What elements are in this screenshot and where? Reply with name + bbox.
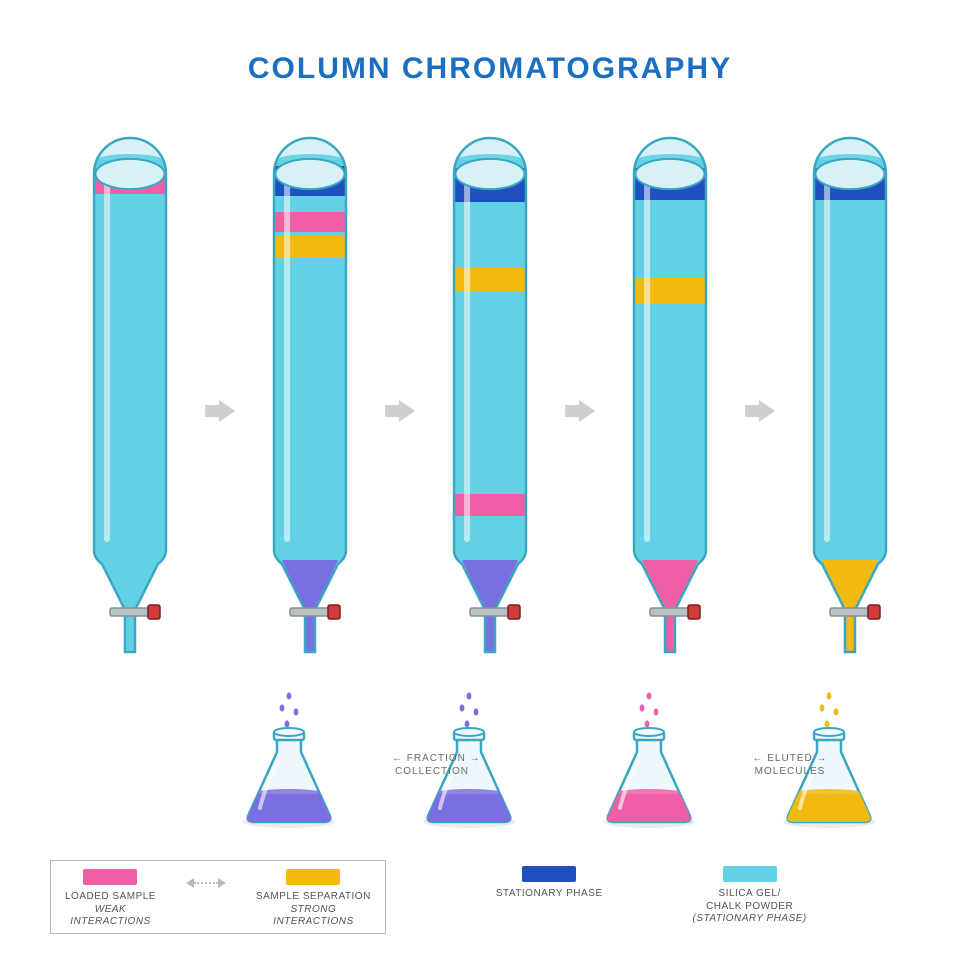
- legend-boxed-group: LOADED SAMPLE WEAKINTERACTIONS SAMPLE SE…: [50, 860, 386, 934]
- diagram-stage: ← FRACTION → COLLECTION ← ELUTED → MOLEC…: [0, 130, 980, 830]
- flask-4: [594, 690, 714, 835]
- swatch-cyan: [723, 866, 777, 882]
- column-5: [792, 138, 912, 677]
- column-3: [432, 138, 552, 677]
- legend: LOADED SAMPLE WEAKINTERACTIONS SAMPLE SE…: [50, 860, 930, 940]
- legend-loaded-sample-sub: WEAKINTERACTIONS: [70, 904, 150, 929]
- page-title: COLUMN CHROMATOGRAPHY: [0, 0, 980, 86]
- fraction-collection-label: ← FRACTION → COLLECTION: [392, 752, 472, 778]
- flask-2: [234, 690, 354, 835]
- eluted-molecules-label: ← ELUTED → MOLECULES: [752, 752, 828, 778]
- swatch-yellow: [286, 869, 340, 885]
- legend-silica-gel: SILICA GEL/CHALK POWDER (STATIONARY PHAS…: [693, 866, 807, 926]
- swatch-blue: [522, 866, 576, 882]
- swatch-pink: [83, 869, 137, 885]
- legend-sample-separation-sub: STRONGINTERACTIONS: [273, 904, 353, 929]
- column-4: [612, 138, 732, 677]
- step-arrow-4: [745, 400, 775, 422]
- column-2: [252, 138, 372, 677]
- legend-sample-separation: SAMPLE SEPARATION STRONGINTERACTIONS: [256, 869, 371, 929]
- step-arrow-2: [385, 400, 415, 422]
- legend-loaded-sample: LOADED SAMPLE WEAKINTERACTIONS: [65, 869, 156, 929]
- legend-stationary-phase: STATIONARY PHASE: [496, 866, 603, 926]
- column-1: [72, 138, 192, 677]
- step-arrow-3: [565, 400, 595, 422]
- separation-arrow-icon: [188, 875, 224, 891]
- step-arrow-1: [205, 400, 235, 422]
